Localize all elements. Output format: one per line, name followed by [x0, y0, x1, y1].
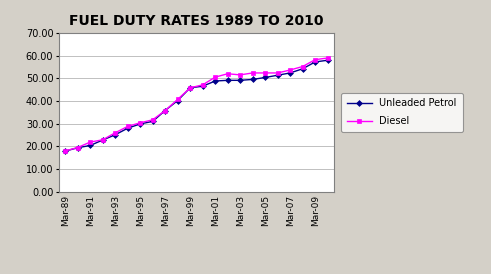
Unleaded Petrol — [162, 109, 168, 112]
Unleaded Petrol — [237, 79, 243, 82]
Diesel — [137, 121, 143, 124]
Unleaded Petrol — [75, 146, 81, 149]
Diesel — [300, 65, 305, 68]
Diesel — [225, 72, 231, 75]
Diesel — [75, 146, 81, 149]
Diesel — [212, 76, 218, 79]
Unleaded Petrol — [312, 60, 318, 64]
Diesel — [312, 58, 318, 61]
Unleaded Petrol — [187, 86, 193, 90]
Diesel — [200, 83, 206, 87]
Unleaded Petrol — [225, 79, 231, 82]
Diesel — [150, 118, 156, 121]
Unleaded Petrol — [287, 71, 293, 75]
Unleaded Petrol — [137, 122, 143, 125]
Diesel — [237, 73, 243, 76]
Unleaded Petrol — [87, 144, 93, 147]
Unleaded Petrol — [150, 120, 156, 123]
Diesel — [87, 141, 93, 144]
Unleaded Petrol — [262, 76, 268, 79]
Unleaded Petrol — [274, 74, 280, 77]
Unleaded Petrol — [250, 78, 256, 81]
Title: FUEL DUTY RATES 1989 TO 2010: FUEL DUTY RATES 1989 TO 2010 — [69, 13, 324, 28]
Unleaded Petrol — [100, 138, 106, 142]
Unleaded Petrol — [300, 67, 305, 70]
Unleaded Petrol — [62, 150, 68, 153]
Diesel — [287, 68, 293, 72]
Diesel — [262, 71, 268, 75]
Line: Diesel: Diesel — [63, 56, 330, 153]
Diesel — [325, 56, 330, 60]
Unleaded Petrol — [125, 127, 131, 130]
Unleaded Petrol — [325, 59, 330, 62]
Diesel — [162, 109, 168, 112]
Legend: Unleaded Petrol, Diesel: Unleaded Petrol, Diesel — [342, 93, 463, 132]
Diesel — [62, 149, 68, 153]
Unleaded Petrol — [200, 85, 206, 88]
Unleaded Petrol — [175, 99, 181, 102]
Diesel — [250, 71, 256, 75]
Diesel — [100, 138, 106, 141]
Diesel — [187, 86, 193, 90]
Diesel — [175, 98, 181, 101]
Unleaded Petrol — [112, 133, 118, 136]
Line: Unleaded Petrol: Unleaded Petrol — [63, 58, 330, 153]
Diesel — [125, 125, 131, 128]
Diesel — [112, 131, 118, 135]
Diesel — [274, 71, 280, 75]
Unleaded Petrol — [212, 79, 218, 83]
